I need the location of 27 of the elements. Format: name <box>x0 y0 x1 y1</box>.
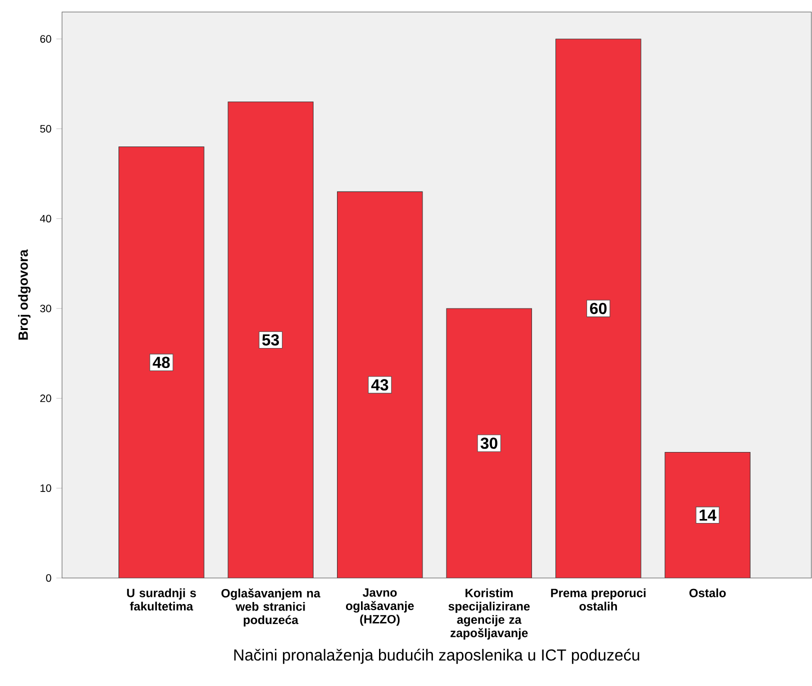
bar <box>118 146 204 578</box>
x-tick-label: Prema preporuci ostalih <box>551 588 646 611</box>
data-label: 14 <box>700 510 716 521</box>
data-label: 43 <box>371 379 388 391</box>
x-tick-label: U suradnji s fakultetima <box>127 588 196 611</box>
x-tick-label: Oglašavanjem na web stranici poduzeća <box>221 588 320 627</box>
y-tick-label: 30 <box>40 304 52 312</box>
y-tick-label: 50 <box>40 125 52 133</box>
y-tick-label: 40 <box>40 214 52 222</box>
data-label: 30 <box>480 438 498 449</box>
y-axis-title: Broj odgovora <box>18 249 31 340</box>
bar <box>337 192 422 578</box>
bar <box>446 308 532 578</box>
x-tick-label: Koristim specijalizirane agencije za zapošljavanje <box>448 588 530 640</box>
bar <box>556 38 641 578</box>
bar <box>228 102 314 578</box>
bar <box>664 452 750 578</box>
x-axis-title: Načini pronalaženja budućih zaposlenika u ICT poduzeću <box>234 648 640 664</box>
y-tick-label: 20 <box>40 394 52 402</box>
y-tick-label: 10 <box>40 484 52 492</box>
data-label: 60 <box>590 302 607 314</box>
x-tick-label: Ostalo <box>689 588 726 598</box>
y-tick-label: 0 <box>46 574 52 582</box>
data-label: 53 <box>262 334 279 346</box>
data-label: 48 <box>152 356 170 368</box>
y-tick-label: 60 <box>40 35 52 43</box>
x-tick-label: Javno oglašavanje (HZZO) <box>346 588 414 626</box>
